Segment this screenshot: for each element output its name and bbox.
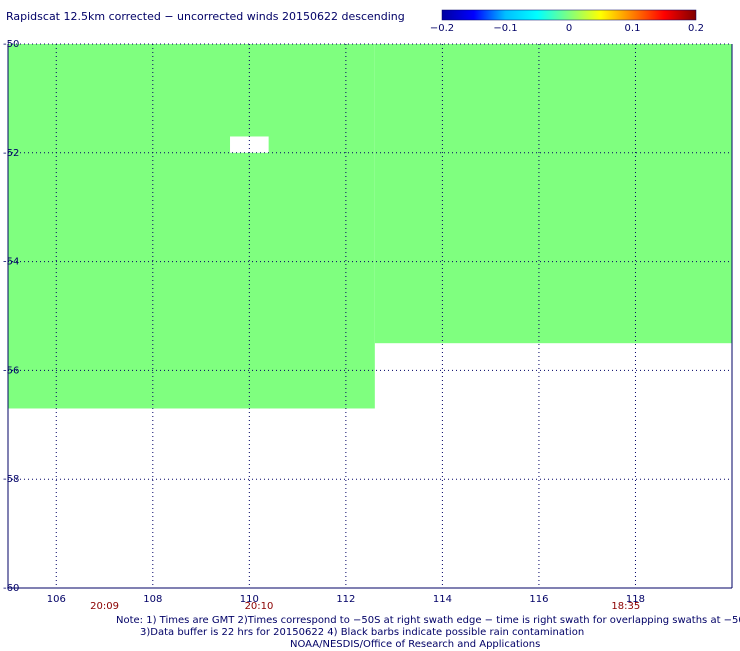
x-tick-label: 112 xyxy=(336,594,355,605)
colorbar-tick-label: 0.1 xyxy=(625,23,641,34)
y-tick-label: -52 xyxy=(3,148,19,159)
chart-title: Rapidscat 12.5km corrected − uncorrected… xyxy=(6,10,405,23)
colorbar-tick-label: −0.2 xyxy=(430,23,454,34)
time-label: 20:09 xyxy=(90,601,119,612)
x-tick-label: 114 xyxy=(433,594,452,605)
note-line-2: 3)Data buffer is 22 hrs for 20150622 4) … xyxy=(140,627,585,638)
y-tick-label: -50 xyxy=(3,39,19,50)
colorbar-tick-label: 0 xyxy=(566,23,572,34)
colorbar: −0.2 −0.1 0 0.1 0.2 xyxy=(430,9,704,34)
y-tick-label: -58 xyxy=(3,474,19,485)
x-tick-label: 116 xyxy=(529,594,548,605)
swath-region xyxy=(374,44,732,344)
axes: 106 108 110 112 114 116 118-50-52-54-56-58-602… xyxy=(3,39,733,612)
note-line-1: Note: 1) Times are GMT 2)Times correspon… xyxy=(116,615,740,626)
time-label: 18:35 xyxy=(611,601,640,612)
colorbar-tick-label: −0.1 xyxy=(493,23,517,34)
note-line-3: NOAA/NESDIS/Office of Research and Appli… xyxy=(290,639,541,650)
plot-area xyxy=(8,44,732,409)
swath-region xyxy=(8,44,375,409)
x-tick-label: 110 xyxy=(240,594,259,605)
x-tick-label: 106 xyxy=(47,594,66,605)
x-tick-label: 118 xyxy=(626,594,645,605)
colorbar-bar xyxy=(441,9,697,21)
time-label: 20:10 xyxy=(245,601,274,612)
x-tick-label: 108 xyxy=(143,594,162,605)
y-tick-label: -54 xyxy=(3,257,19,268)
colorbar-tick-label: 0.2 xyxy=(688,23,704,34)
y-tick-label: -56 xyxy=(3,365,19,376)
